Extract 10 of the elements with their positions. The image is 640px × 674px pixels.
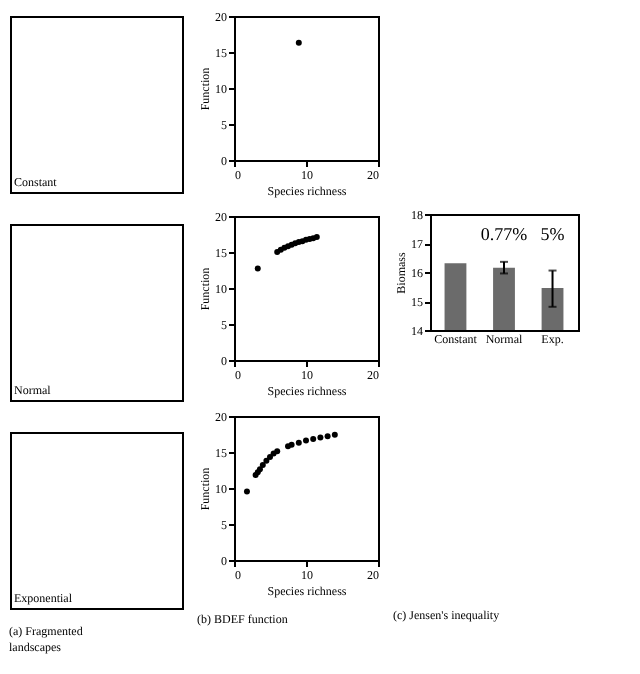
annotation: 5% <box>540 224 566 244</box>
point <box>303 437 309 444</box>
point <box>310 436 317 443</box>
point <box>317 434 324 441</box>
point <box>331 431 338 438</box>
point <box>254 265 261 272</box>
point <box>295 439 302 446</box>
annotation: 0.77% <box>480 224 529 244</box>
point <box>243 488 250 495</box>
point <box>324 433 331 440</box>
